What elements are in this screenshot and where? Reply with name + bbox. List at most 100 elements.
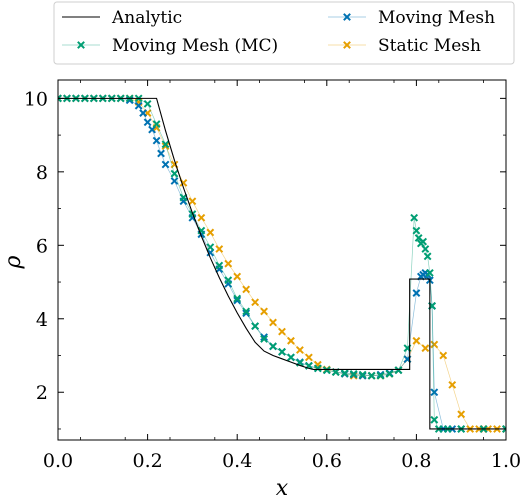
legend-box [53,1,515,65]
data-point-static-mesh [242,285,251,294]
legend: Analytic Moving Mesh (MC) Moving Mesh Stati… [53,1,515,65]
legend-label: Analytic [111,8,182,28]
data-point-moving-mesh-mc [206,243,215,252]
series-line-moving-mesh-mc [58,98,506,430]
data-point-moving-mesh-mc [170,169,179,178]
data-point-static-mesh [439,351,448,360]
data-point-moving-mesh-mc [278,347,286,356]
legend-entry-analytic: Analytic [62,8,182,28]
data-point-static-mesh [430,340,439,349]
legend-entry-moving-mesh-mc: Moving Mesh (MC) [62,36,278,56]
data-point-static-mesh [278,327,286,336]
data-point-moving-mesh [161,160,170,169]
legend-swatch-marker [343,41,351,49]
legend-swatch-marker [77,41,85,49]
data-point-moving-mesh-mc [340,369,349,378]
data-point-moving-mesh-mc [197,226,206,235]
data-point-moving-mesh [260,333,268,342]
data-point-moving-mesh [157,149,165,158]
data-point-static-mesh [188,197,197,206]
data-point-static-mesh [251,298,260,307]
data-point-moving-mesh-mc [215,261,224,270]
x-tick-label: 0.2 [132,450,162,472]
data-point-moving-mesh [139,109,148,117]
data-point-static-mesh [269,318,277,327]
data-point-moving-mesh [412,289,421,297]
data-point-moving-mesh-mc [502,425,506,433]
data-point-static-mesh [197,213,206,222]
data-point-moving-mesh [134,101,143,110]
plot-frame [57,79,507,441]
x-tick-label: 0.8 [401,450,431,472]
data-point-static-mesh [457,410,466,419]
data-point-moving-mesh-mc [260,335,268,343]
legend-entry-static-mesh: Static Mesh [328,36,481,56]
series-analytic [58,97,506,430]
data-point-moving-mesh-mc [287,353,295,362]
data-point-moving-mesh-mc [425,268,434,277]
data-point-moving-mesh-mc [58,94,62,103]
data-point-moving-mesh [242,309,251,318]
x-tick-label: 0.0 [43,450,73,472]
data-point-moving-mesh-mc [269,342,277,351]
plot-area [58,94,506,433]
series-moving-mesh-mc [58,94,506,433]
data-point-moving-mesh-mc [349,369,358,378]
y-tick-label: 8 [36,162,48,184]
y-tick-label: 4 [36,309,48,331]
legend-swatch-marker [343,13,351,21]
data-point-static-mesh [161,142,170,151]
y-axis-label: ρ [1,255,26,269]
legend-label: Moving Mesh (MC) [112,36,278,56]
x-tick-label: 0.6 [312,450,342,472]
data-point-moving-mesh-mc [242,307,251,316]
data-point-moving-mesh-mc [313,364,322,373]
data-point-moving-mesh-mc [143,99,152,108]
y-tick-label: 6 [36,235,48,257]
series-static-mesh [58,94,506,433]
data-point-moving-mesh-mc [385,369,394,378]
data-point-moving-mesh [430,388,439,397]
data-point-static-mesh [224,259,233,268]
data-point-static-mesh [421,344,430,353]
data-point-static-mesh [233,272,242,281]
series-line-static-mesh [58,98,506,430]
data-point-static-mesh [206,228,215,237]
y-tick-label: 10 [24,88,48,110]
data-point-moving-mesh-mc [430,415,439,424]
series-moving-mesh [58,94,506,433]
data-point-moving-mesh-mc [423,252,432,261]
data-point-moving-mesh-mc [358,370,367,379]
data-point-moving-mesh-mc [161,140,170,149]
data-point-moving-mesh-mc [179,193,188,202]
data-point-moving-mesh-mc [410,213,419,222]
data-point-moving-mesh-mc [419,237,428,246]
data-point-moving-mesh-mc [224,276,233,285]
axis-ticks: 0.0 0.2 0.4 0.6 0.8 1.0 2 4 6 8 10 [24,80,520,472]
data-point-static-mesh [296,346,304,354]
series-line-moving-mesh [58,98,506,430]
data-point-moving-mesh [152,136,161,145]
legend-label: Moving Mesh [378,8,495,28]
data-point-static-mesh [412,336,421,345]
data-point-moving-mesh [143,118,152,127]
data-point-static-mesh [215,245,224,253]
data-point-moving-mesh-mc [322,366,331,375]
x-tick-label: 0.4 [222,450,252,472]
data-point-moving-mesh-mc [251,322,260,331]
data-point-moving-mesh-mc [412,226,421,235]
data-point-moving-mesh [233,296,242,305]
y-tick-label: 2 [36,382,48,404]
legend-entry-moving-mesh: Moving Mesh [328,8,495,28]
data-point-static-mesh [304,353,313,362]
data-point-moving-mesh [170,177,179,185]
legend-label: Static Mesh [378,36,481,56]
data-point-static-mesh [287,336,295,345]
series-line-analytic [58,97,506,430]
data-point-moving-mesh-mc [233,294,242,303]
data-point-moving-mesh-mc [394,366,403,375]
data-point-moving-mesh-mc [421,245,430,253]
data-point-moving-mesh-mc [376,371,385,380]
data-point-static-mesh [448,380,457,389]
